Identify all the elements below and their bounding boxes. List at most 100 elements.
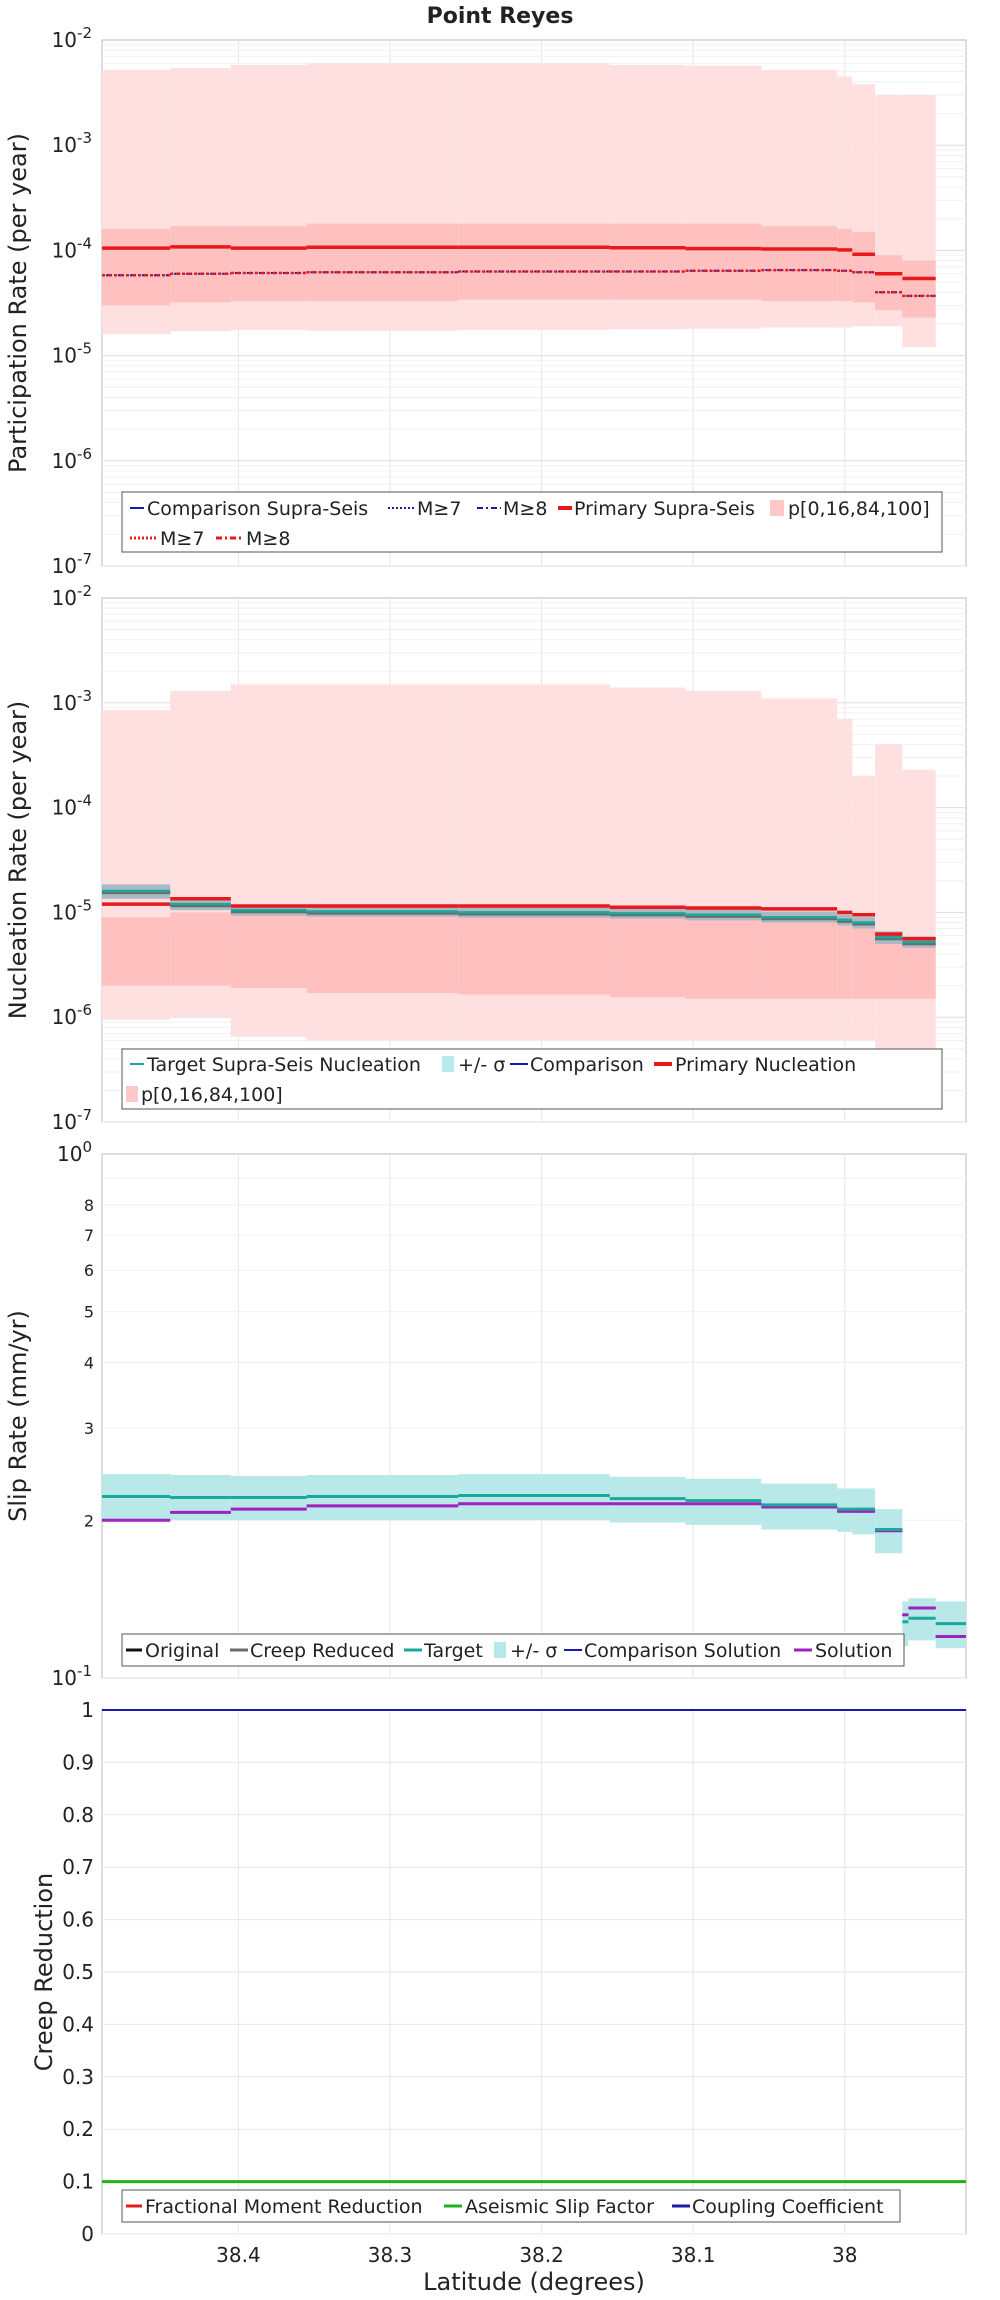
p-16-84-band: [230, 226, 307, 302]
y-tick-label: 2: [84, 1511, 94, 1530]
y-tick-label: 0.2: [62, 2117, 94, 2141]
p-16-84-band: [102, 228, 171, 306]
legend-target-nucleation-label: Target Supra-Seis Nucleation: [146, 1054, 421, 1076]
p-16-84-band: [902, 943, 936, 999]
y-tick-label: 10-4: [52, 234, 92, 262]
legend-primary-supra-seis-label: Primary Supra-Seis: [574, 498, 755, 520]
legend-sigma-label: +/- σ: [458, 1054, 505, 1076]
legend-p-band-nuc-swatch: [126, 1086, 138, 1102]
nucleation-plot: [102, 684, 936, 1057]
y-tick-label: 10-6: [52, 445, 92, 473]
y-tick-label: 0.6: [62, 1908, 94, 1932]
legend-nucleation: Target Supra-Seis Nucleation +/- σ Compa…: [121, 1048, 943, 1110]
legend-target-label: Target: [423, 1640, 483, 1662]
slip-plot: [102, 1474, 966, 1649]
legend-aseismic-label: Aseismic Slip Factor: [465, 2196, 654, 2218]
p-16-84-band: [852, 231, 876, 303]
p-16-84-band: [609, 912, 686, 998]
legend-primary-m7-label: M≥7: [160, 528, 204, 550]
y-tick-label: 1: [81, 1698, 94, 1722]
legend-p-band-label: p[0,16,84,100]: [788, 498, 930, 520]
p-16-84-band: [837, 922, 853, 999]
y-tick-label: 10-2: [52, 582, 92, 610]
p-range-band: [902, 769, 936, 1057]
legend-comparison-label: Comparison: [530, 1054, 644, 1076]
legend-participation: Comparison Supra-Seis M≥7 M≥8 Primary Su…: [121, 491, 943, 553]
legend-creep-box: [121, 2189, 901, 2223]
p-16-84-band: [685, 223, 762, 300]
x-tick-label: 38.2: [519, 2243, 564, 2267]
y-tick-label: 4: [84, 1354, 94, 1373]
panel-slip-frame: [101, 1153, 967, 1679]
legend-comparison-m7-label: M≥7: [417, 498, 461, 520]
x-tick-label: 38.4: [216, 2243, 261, 2267]
y-tick-label: 10-5: [52, 896, 92, 924]
y-tick-label: 0.1: [62, 2170, 94, 2194]
y-tick-label: 10-3: [52, 687, 92, 715]
p-16-84-band: [170, 226, 231, 303]
p-16-84-band: [875, 255, 903, 311]
legend-solution-label: Solution: [815, 1640, 892, 1662]
legend-slip-sigma-swatch: [494, 1642, 506, 1658]
grid-lines: [102, 40, 966, 2235]
p-range-band: [875, 744, 903, 1049]
legend-coupling-label: Coupling Coefficient: [692, 2196, 884, 2218]
p-16-84-band: [458, 223, 610, 300]
legend-primary-m8-label: M≥8: [246, 528, 290, 550]
y-tick-label: 0.8: [62, 1803, 94, 1827]
y-tick-label: 10-4: [52, 792, 92, 820]
creep-plot: [102, 1709, 966, 2184]
ylabel-slip: Slip Rate (mm/yr): [4, 1310, 32, 1522]
y-tick-label: 10-5: [52, 340, 92, 368]
legend-creep-reduced-label: Creep Reduced: [250, 1640, 394, 1662]
y-tick-label: 10-3: [52, 129, 92, 157]
ylabel-nucleation: Nucleation Rate (per year): [4, 701, 32, 1020]
x-tick-label: 38.1: [671, 2243, 716, 2267]
slip-sigma-band: [458, 1474, 610, 1521]
legend-nucleation-box: [121, 1048, 943, 1110]
legend-participation-box: [121, 491, 943, 553]
y-tick-label: 10-2: [52, 24, 92, 52]
p-16-84-band: [761, 226, 838, 302]
y-tick-label: 0.5: [62, 1960, 94, 1984]
ylabel-participation: Participation Rate (per year): [4, 133, 32, 473]
p-16-84-band: [902, 260, 936, 318]
y-tick-label: 10-6: [52, 1001, 92, 1029]
participation-plot: [102, 63, 936, 348]
legend-original-label: Original: [145, 1640, 219, 1662]
y-tick-label: 0.4: [62, 2012, 94, 2036]
legend-comparison-supra-seis-label: Comparison Supra-Seis: [147, 498, 368, 520]
x-tick-label: 38: [832, 2243, 857, 2267]
legend-comparison-m8-label: M≥8: [503, 498, 547, 520]
p-16-84-band: [170, 912, 231, 986]
y-tick-label: 10-7: [52, 1106, 92, 1134]
chart-title: Point Reyes: [427, 4, 574, 29]
y-tick-label: 6: [84, 1261, 94, 1280]
p-16-84-band: [875, 935, 903, 999]
y-tick-label: 10-7: [52, 550, 92, 578]
slip-sigma-band: [902, 1601, 909, 1647]
p-16-84-band: [458, 912, 610, 995]
legend-slip-sigma-label: +/- σ: [510, 1640, 557, 1662]
xlabel: Latitude (degrees): [423, 2268, 645, 2296]
y-tick-label: 5: [84, 1303, 94, 1322]
p-16-84-band: [306, 223, 459, 302]
p-16-84-band: [609, 223, 686, 300]
y-tick-label: 0: [81, 2222, 94, 2246]
legend-p-band-nuc-label: p[0,16,84,100]: [141, 1084, 283, 1106]
legend-slip-box: [121, 1633, 905, 1667]
legend-sigma-swatch: [442, 1056, 454, 1072]
y-tick-label: 10-1: [52, 1662, 92, 1690]
legend-creep: Fractional Moment Reduction Aseismic Sli…: [121, 2189, 901, 2223]
p-16-84-band: [837, 228, 853, 302]
legend-primary-nucleation-label: Primary Nucleation: [675, 1054, 856, 1076]
p-16-84-band: [306, 912, 459, 994]
legend-comparison-solution-label: Comparison Solution: [584, 1640, 781, 1662]
y-tick-label: 100: [57, 1138, 92, 1166]
y-tick-label: 0.9: [62, 1750, 94, 1774]
y-tick-label: 8: [84, 1196, 94, 1215]
p-16-84-band: [230, 912, 307, 988]
p-16-84-band: [852, 928, 876, 999]
p-16-84-band: [685, 914, 762, 999]
y-tick-label: 3: [84, 1419, 94, 1438]
